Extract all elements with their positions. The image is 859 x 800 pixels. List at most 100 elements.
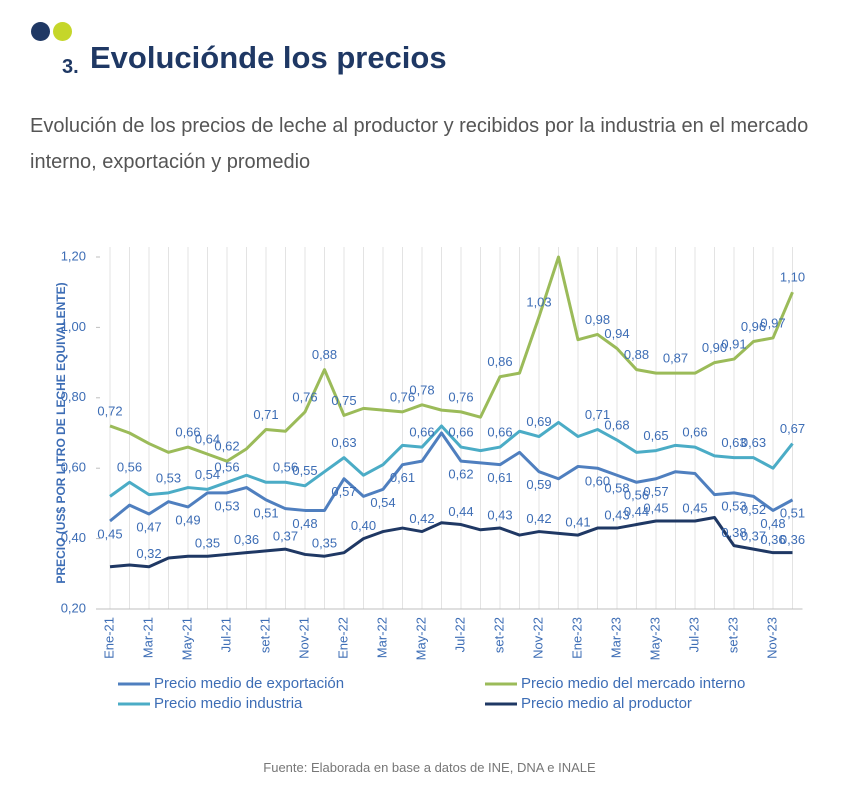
data-label: 0,45	[682, 500, 707, 515]
section-number: 3.	[62, 56, 79, 78]
data-label: 0,71	[585, 407, 610, 422]
data-label: 0,35	[195, 536, 220, 551]
data-label: 0,53	[721, 498, 746, 513]
data-label: 0,68	[604, 417, 629, 432]
data-label: 0,62	[214, 439, 239, 454]
data-label: 0,35	[312, 536, 337, 551]
source: Fuente: Elaborada en base a datos de INE…	[263, 760, 596, 775]
data-label: 0,72	[97, 403, 122, 418]
x-tick-label: May-23	[647, 617, 662, 660]
data-label: 1,10	[780, 270, 805, 285]
data-label: 0,55	[292, 463, 317, 478]
x-tick-label: Jul-22	[452, 617, 467, 652]
data-label: 0,49	[175, 512, 200, 527]
series-line	[109, 515, 793, 569]
x-tick-label: Nov-23	[764, 617, 779, 659]
y-tick-label: 0,80	[61, 389, 86, 404]
x-tick-label: Jul-23	[686, 617, 701, 652]
data-label: 0,63	[721, 435, 746, 450]
data-label: 0,32	[136, 546, 161, 561]
data-label: 0,94	[604, 326, 629, 341]
data-label: 0,36	[760, 532, 785, 547]
x-tick-label: Mar-23	[608, 617, 623, 658]
series-line	[109, 431, 794, 523]
x-tick-label: set-21	[257, 617, 272, 653]
data-label: 0,61	[487, 470, 512, 485]
data-label: 0,37	[741, 529, 766, 544]
subtitle: Evolución de los precios de leche al pro…	[30, 115, 809, 173]
legend-label: Precio medio industria	[154, 695, 303, 712]
data-label: 0,37	[273, 529, 298, 544]
data-label: 0,44	[624, 504, 649, 519]
y-axis-label: PRECIO (US$ POR LITRO DE LECHE EQUIVALEN…	[54, 282, 68, 583]
data-label: 0,87	[663, 351, 688, 366]
data-label: 0,62	[448, 467, 473, 482]
x-tick-label: Mar-22	[374, 617, 389, 658]
series-line	[109, 420, 794, 498]
data-label: 0,96	[741, 319, 766, 334]
x-tick-label: Nov-21	[296, 617, 311, 659]
data-label: 0,66	[175, 425, 200, 440]
data-label: 0,69	[526, 414, 551, 429]
x-tick-label: Nov-22	[530, 617, 545, 659]
data-label: 0,66	[682, 425, 707, 440]
data-label: 0,40	[351, 518, 376, 533]
data-label: 0,78	[409, 382, 434, 397]
data-label: 0,60	[585, 474, 610, 489]
data-label: 0,56	[117, 460, 142, 475]
data-label: 0,58	[604, 481, 629, 496]
data-label: 0,45	[643, 500, 668, 515]
y-tick-label: 0,60	[61, 460, 86, 475]
legend-label: Precio medio de exportación	[154, 675, 344, 692]
data-label: 0,56	[273, 460, 298, 475]
title: Evoluciónde los precios	[90, 40, 447, 75]
x-tick-label: set-23	[725, 617, 740, 653]
legend-label: Precio medio al productor	[521, 695, 692, 712]
x-tick-label: Ene-21	[101, 617, 116, 659]
data-label: 0,65	[643, 428, 668, 443]
data-label: 0,53	[156, 470, 181, 485]
series-line	[109, 255, 794, 463]
data-label: 0,56	[624, 488, 649, 503]
data-label: 0,43	[604, 507, 629, 522]
data-label: 0,67	[780, 421, 805, 436]
dot	[53, 22, 72, 41]
data-label: 0,66	[409, 425, 434, 440]
data-label: 0,41	[565, 515, 590, 530]
data-label: 0,88	[312, 347, 337, 362]
x-tick-label: Ene-23	[569, 617, 584, 659]
data-label: 0,66	[487, 425, 512, 440]
data-label: 0,86	[487, 354, 512, 369]
data-label: 0,76	[390, 389, 415, 404]
data-label: 0,48	[292, 516, 317, 531]
data-label: 0,75	[331, 393, 356, 408]
data-label: 0,42	[409, 511, 434, 526]
data-label: 0,45	[97, 526, 122, 541]
data-label: 0,63	[741, 435, 766, 450]
data-label: 0,76	[292, 389, 317, 404]
y-tick-label: 0,20	[61, 600, 86, 615]
y-tick-label: 1,20	[61, 248, 86, 263]
x-tick-label: set-22	[491, 617, 506, 653]
data-label: 0,38	[721, 525, 746, 540]
data-label: 0,57	[331, 484, 356, 499]
y-tick-label: 1,00	[61, 319, 86, 334]
data-label: 0,36	[780, 532, 805, 547]
data-label: 0,88	[624, 347, 649, 362]
data-label: 0,51	[780, 505, 805, 520]
data-label: 0,47	[136, 519, 161, 534]
data-label: 0,64	[195, 432, 220, 447]
data-label: 0,61	[390, 470, 415, 485]
data-label: 0,48	[760, 516, 785, 531]
data-label: 0,54	[195, 467, 220, 482]
data-label: 0,53	[214, 498, 239, 513]
x-tick-label: Ene-22	[335, 617, 350, 659]
x-tick-label: Mar-21	[140, 617, 155, 658]
data-label: 0,54	[370, 495, 395, 510]
data-label: 0,97	[760, 315, 785, 330]
x-tick-label: May-22	[413, 617, 428, 660]
data-label: 0,63	[331, 435, 356, 450]
data-label: 0,90	[702, 340, 727, 355]
